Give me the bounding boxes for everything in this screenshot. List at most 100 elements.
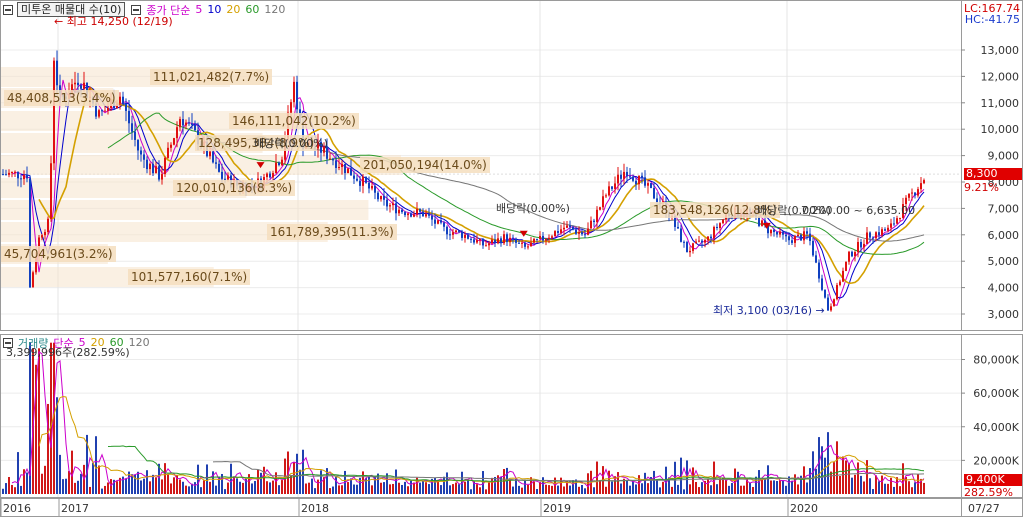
candle-body (647, 183, 649, 186)
volume-bar (452, 484, 454, 494)
volume-bar (41, 473, 43, 494)
candle-body (767, 224, 769, 234)
indicator-name[interactable]: 미투온 매물대 수(10) (17, 2, 126, 17)
volume-bar (311, 478, 313, 494)
candle-body (407, 213, 409, 216)
candle-body (134, 131, 136, 140)
volume-bar (578, 486, 580, 494)
volume-bar (542, 477, 544, 494)
volume-bar (830, 471, 832, 494)
volume-bar (35, 364, 37, 494)
volume-bar (839, 475, 841, 494)
candle-body (491, 239, 493, 244)
volume-bar (821, 446, 823, 494)
candle-body (542, 235, 544, 241)
collapse-icon[interactable] (3, 4, 13, 15)
volume-bar (920, 478, 922, 494)
candle-body (125, 104, 127, 111)
volume-bar (776, 481, 778, 494)
low-annotation: 최저 3,100 (03/16) → (713, 304, 825, 317)
volume-bar (278, 485, 280, 494)
volume-bar (143, 478, 145, 494)
volume-bar (323, 477, 325, 494)
candle-body (629, 176, 631, 178)
range-label: 7,200.00 ~ 6,635.00 (801, 204, 916, 217)
candle-body (368, 182, 370, 189)
volume-bar (866, 460, 868, 494)
candle-body (536, 238, 538, 240)
volume-bar (902, 463, 904, 494)
volume-bar (74, 482, 76, 494)
price-ma-label: 종가 단순 (146, 3, 191, 17)
volume-bar (428, 484, 430, 494)
candle-body (161, 174, 163, 180)
candle-body (137, 139, 139, 151)
x-tick-label: 2018 (301, 502, 329, 515)
candle-body (908, 193, 910, 198)
candle-body (170, 144, 172, 148)
volume-bar (374, 476, 376, 494)
candle-body (452, 232, 454, 235)
volume-bar (893, 486, 895, 494)
collapse-icon[interactable] (131, 4, 142, 15)
volume-bar (212, 471, 214, 494)
candle-body (371, 185, 373, 189)
volume-bar (455, 482, 457, 494)
vma60-label: 60 (109, 336, 124, 349)
candle-body (290, 102, 292, 113)
candle-body (323, 146, 325, 153)
volume-bar (689, 484, 691, 494)
volume-bar (872, 489, 874, 494)
volume-bar (620, 483, 622, 494)
candle-body (500, 238, 502, 244)
volume-bar (92, 462, 94, 494)
volume-bar (146, 470, 148, 494)
volume-bar (581, 485, 583, 494)
volume-bar (335, 476, 337, 494)
candle-body (806, 231, 808, 234)
volume-bar (473, 480, 475, 494)
volume-bar (914, 482, 916, 494)
volume-bar (437, 479, 439, 494)
volume-bar (632, 480, 634, 494)
current-date: 07/27 (968, 502, 1000, 515)
volume-bar (548, 485, 550, 494)
candle-body (836, 285, 838, 300)
volume-bar (107, 482, 109, 494)
volume-bar (584, 488, 586, 494)
candle-body (596, 209, 598, 222)
volume-bar (395, 469, 397, 494)
volume-bar (383, 482, 385, 494)
volume-bar (104, 485, 106, 494)
volume-bar (359, 477, 361, 494)
volume-bar (731, 483, 733, 494)
candle-body (389, 205, 391, 207)
volume-bar (26, 472, 28, 494)
candle-body (863, 243, 865, 248)
volume-bar (380, 482, 382, 494)
volume-tick-label: 20,000K (973, 454, 1019, 467)
volume-bar (635, 484, 637, 494)
volume-bar (719, 478, 721, 494)
volume-bar (368, 476, 370, 494)
candle-body (635, 180, 637, 185)
candle-body (14, 171, 16, 173)
candle-body (776, 232, 778, 235)
candle-body (530, 242, 532, 247)
candle-body (554, 231, 556, 237)
volume-tick-label: 60,000K (973, 387, 1019, 400)
volume-bar (392, 483, 394, 494)
candle-body (827, 297, 829, 311)
candle-body (677, 226, 679, 229)
collapse-icon[interactable] (3, 337, 13, 348)
candle-body (83, 82, 85, 89)
candle-body (131, 123, 133, 132)
candle-body (695, 241, 697, 244)
volume-bar (485, 489, 487, 494)
volume-bar (527, 484, 529, 494)
candle-body (476, 240, 478, 243)
candle-body (341, 163, 343, 168)
volume-bar (251, 483, 253, 494)
x-tick-label: 2016 (3, 502, 31, 515)
